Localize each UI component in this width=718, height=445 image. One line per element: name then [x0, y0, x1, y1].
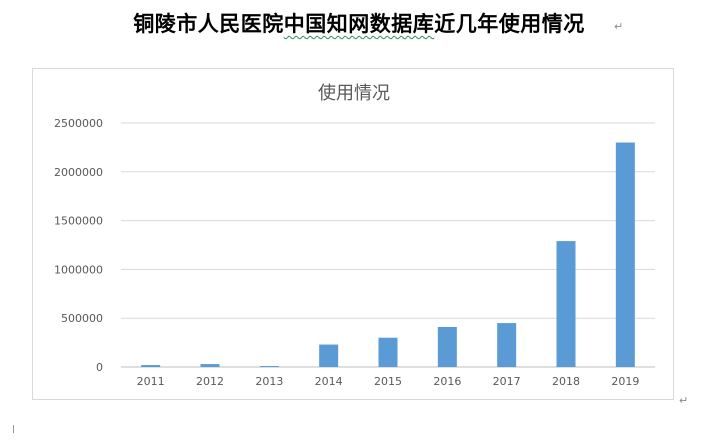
bar-2017: [497, 323, 517, 367]
bar-2015: [378, 337, 398, 367]
margin-rule: [13, 425, 14, 433]
chart-title: 使用情况: [318, 83, 390, 104]
bar-2018: [556, 241, 576, 367]
y-tick-label: 1500000: [54, 215, 103, 228]
paragraph-end-mark-icon: ↵: [679, 394, 689, 407]
x-tick-label: 2016: [433, 375, 461, 388]
y-tick-label: 2500000: [54, 117, 103, 130]
document-title: 铜陵市人民医院中国知网数据库近几年使用情况: [0, 8, 718, 38]
bar-chart: 使用情况 0 500000 1000000 1500000 2000000 2500000…: [54, 83, 655, 388]
bars: [141, 142, 635, 367]
paragraph-mark-icon: ↵: [614, 20, 624, 33]
x-tick-label: 2012: [196, 375, 224, 388]
x-tick-label: 2011: [137, 375, 165, 388]
y-tick-label: 0: [96, 361, 103, 374]
x-tick-label: 2017: [493, 375, 521, 388]
chart-frame[interactable]: 使用情况 0 500000 1000000 1500000 2000000 2500000…: [32, 68, 674, 400]
x-tick-label: 2019: [611, 375, 639, 388]
x-tick-label: 2015: [374, 375, 402, 388]
title-tail: 近几年使用情况: [434, 11, 585, 36]
y-tick-label: 2000000: [54, 166, 103, 179]
title-underlined: 中国知网数据库: [283, 11, 435, 36]
x-tick-label: 2018: [552, 375, 580, 388]
bar-2013: [259, 366, 279, 367]
bar-2014: [319, 344, 339, 367]
bar-2012: [200, 364, 220, 367]
bar-2019: [615, 142, 635, 367]
y-axis-ticks: 0 500000 1000000 1500000 2000000 2500000: [54, 117, 103, 374]
bar-2011: [141, 365, 161, 367]
x-axis-ticks: 2011 2012 2013 2014 2015 2016 2017 2018 2019: [137, 375, 640, 388]
y-tick-label: 500000: [61, 312, 103, 325]
bar-2016: [437, 326, 457, 367]
y-tick-label: 1000000: [54, 263, 103, 276]
x-tick-label: 2013: [255, 375, 283, 388]
x-tick-label: 2014: [315, 375, 343, 388]
title-lead: 铜陵市人民医院: [133, 11, 284, 36]
